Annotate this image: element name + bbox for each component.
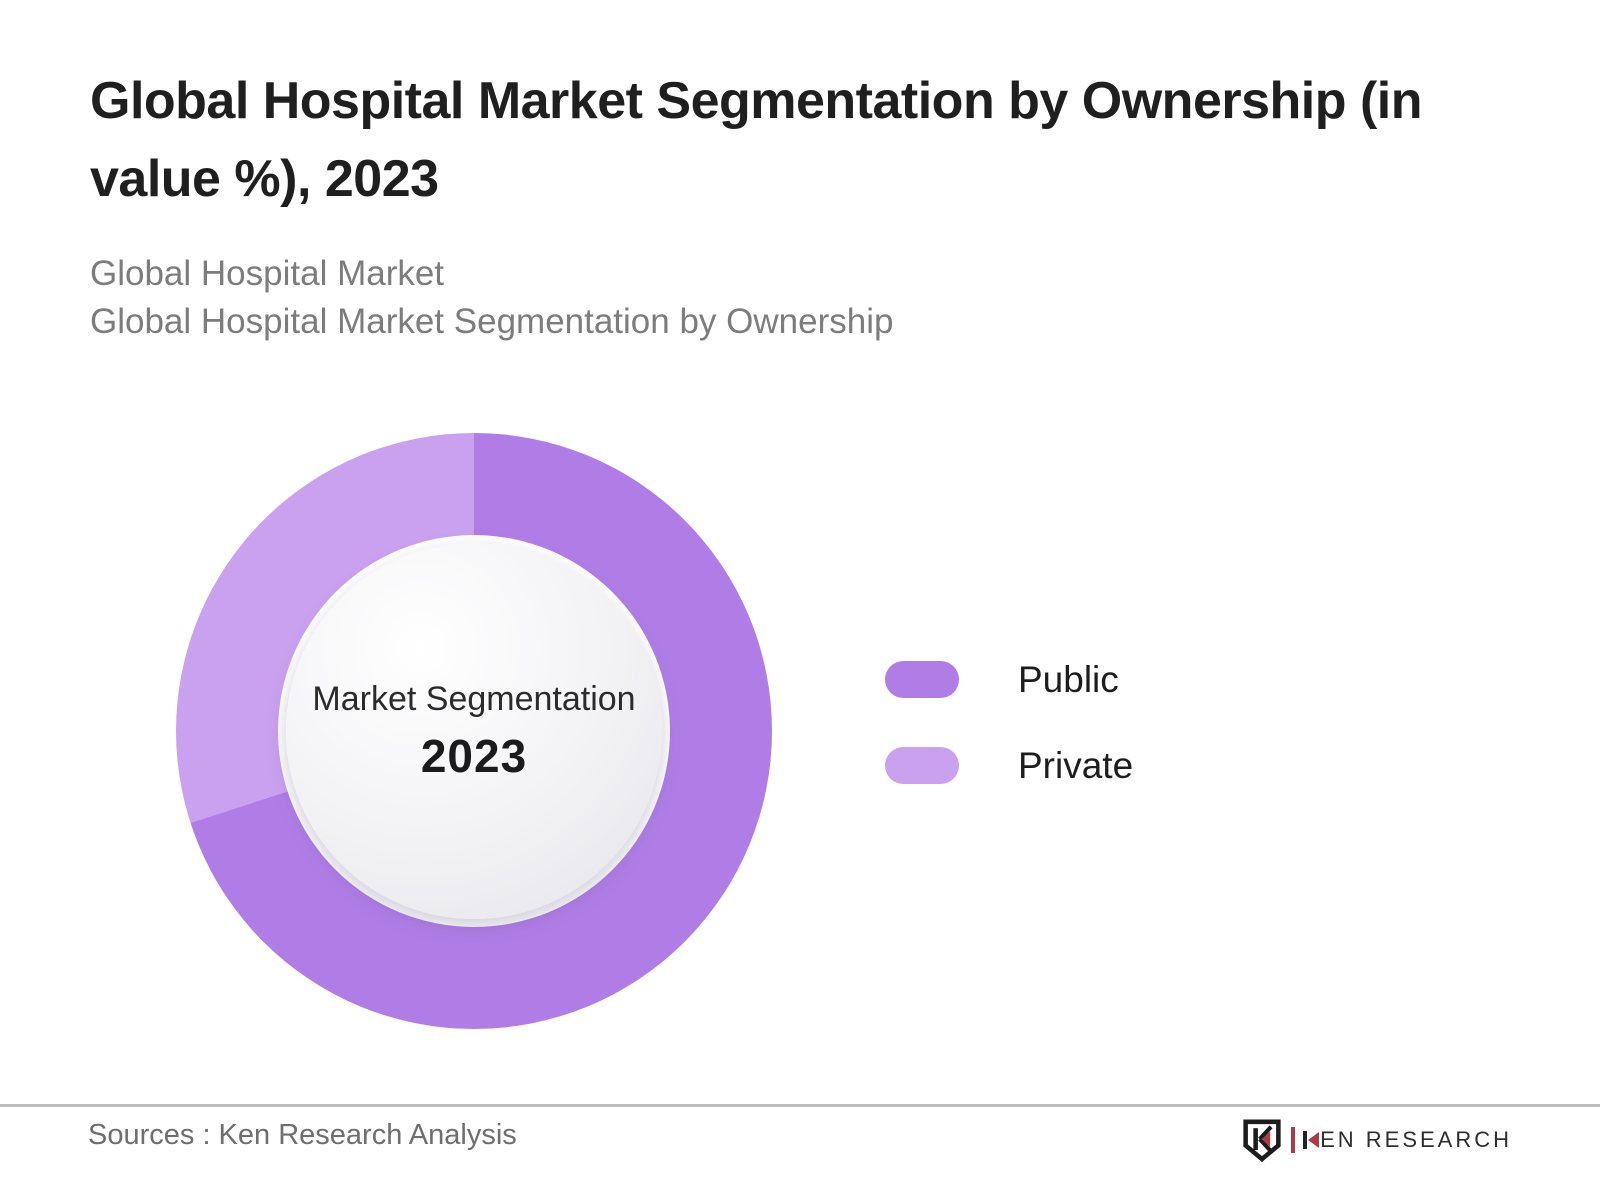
page-title: Global Hospital Market Segmentation by O…	[90, 62, 1422, 218]
wordmark-k-bar	[1303, 1131, 1308, 1149]
legend-item-private: Private	[885, 747, 1133, 784]
ken-research-wordmark: EN RESEARCH	[1303, 1127, 1512, 1153]
donut-hole: Market Segmentation 2023	[278, 535, 670, 927]
footer-divider	[0, 1104, 1600, 1107]
legend-item-public: Public	[885, 661, 1133, 698]
legend-swatch-private	[885, 747, 959, 784]
page-title-line-1: Global Hospital Market Segmentation by O…	[90, 72, 1422, 130]
legend-swatch-public	[885, 661, 959, 698]
wordmark-text: EN RESEARCH	[1320, 1127, 1512, 1152]
subtitle-line-2: Global Hospital Market Segmentation by O…	[90, 302, 894, 341]
legend: Public Private	[885, 661, 1133, 784]
source-note: Sources : Ken Research Analysis	[88, 1119, 517, 1151]
ken-research-shield-icon	[1243, 1119, 1281, 1162]
donut-center-disc: Market Segmentation 2023	[286, 543, 662, 919]
donut-ring: Market Segmentation 2023	[176, 433, 772, 1029]
ken-research-logo: EN RESEARCH	[1242, 1114, 1512, 1166]
logo-divider	[1291, 1127, 1296, 1153]
wordmark-k-arrow-icon	[1308, 1132, 1320, 1148]
legend-label-private: Private	[1018, 745, 1134, 786]
chart-subtitle: Global Hospital Market Global Hospital M…	[90, 250, 893, 346]
donut-center-label: Market Segmentation	[312, 679, 636, 718]
subtitle-line-1: Global Hospital Market	[90, 254, 445, 293]
page-title-line-2: value %), 2023	[90, 150, 439, 208]
donut-center-year: 2023	[420, 729, 528, 782]
legend-label-public: Public	[1018, 659, 1119, 700]
